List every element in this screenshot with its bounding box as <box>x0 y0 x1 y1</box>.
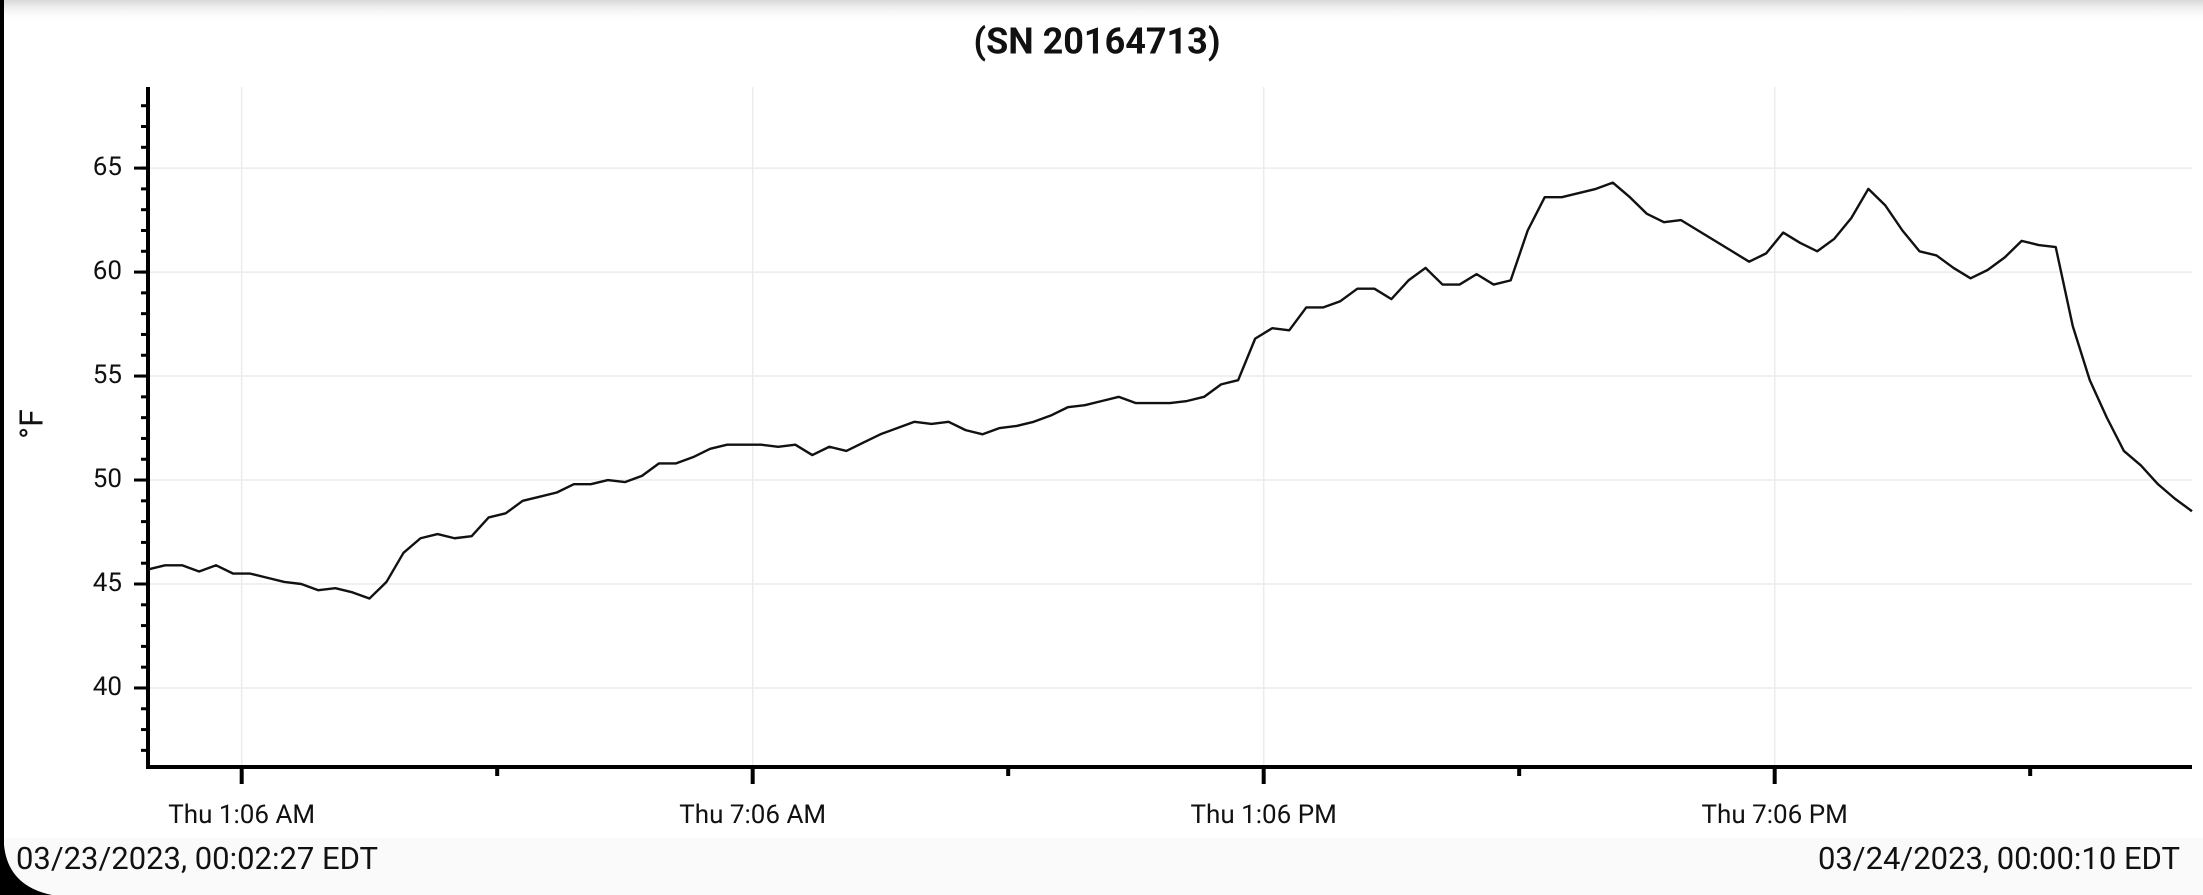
y-tick-label: 40 <box>93 672 122 702</box>
data-line <box>147 181 2193 600</box>
x-tick-label: Thu 1:06 PM <box>1191 800 1337 830</box>
y-tick-label: 65 <box>93 152 122 182</box>
x-tick-label: Thu 1:06 AM <box>168 800 315 830</box>
top-shadow <box>0 0 2203 22</box>
end-time: 03/24/2023, 00:00:10 EDT <box>1818 840 2180 877</box>
y-tick-label: 50 <box>93 464 122 494</box>
chart-title: (SN 20164713) <box>974 21 1221 63</box>
y-tick-label: 55 <box>93 360 122 390</box>
x-tick-label: Thu 7:06 AM <box>679 800 826 830</box>
y-tick-label: 60 <box>93 256 122 286</box>
start-time: 03/23/2023, 00:02:27 EDT <box>16 840 378 877</box>
y-axis-label: °F <box>12 409 50 439</box>
footer-band <box>0 838 2203 895</box>
y-tick-label: 45 <box>93 568 122 598</box>
x-tick-label: Thu 7:06 PM <box>1702 800 1848 830</box>
